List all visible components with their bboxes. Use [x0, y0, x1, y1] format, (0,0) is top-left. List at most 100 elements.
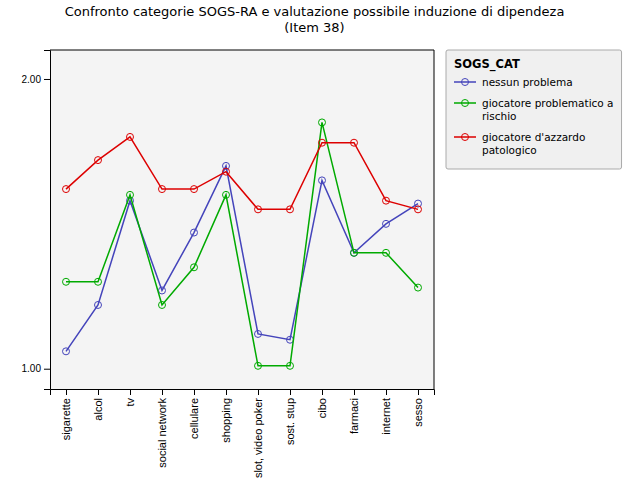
x-axis: sigarette alcol tv social network cellulare s… [51, 389, 435, 478]
x-tick: internet [380, 389, 392, 435]
x-tick-label: social network [156, 398, 168, 468]
point [255, 330, 262, 337]
point [191, 264, 198, 271]
y-tick-label: 2.00 [22, 74, 42, 85]
point [191, 229, 198, 236]
point [287, 362, 294, 369]
plot-background [50, 50, 434, 389]
point [383, 197, 390, 204]
legend-entry-line: giocatore d'azzardo [482, 131, 585, 143]
point [159, 186, 166, 193]
y-tick: 1.00 [22, 363, 50, 374]
legend-entry-line: rischio [482, 110, 516, 122]
point [319, 177, 326, 184]
point [95, 157, 102, 164]
legend-marker [462, 79, 469, 86]
point [287, 206, 294, 213]
legend-frame [446, 50, 622, 169]
x-tick: slot, video poker [252, 389, 264, 478]
legend-marker [462, 134, 469, 141]
series-line [66, 166, 418, 351]
x-tick-mark [98, 389, 99, 395]
x-tick: sesso [412, 389, 424, 427]
plot-frame-right [434, 50, 435, 389]
x-tick-mark [226, 389, 227, 395]
x-tick-mark [130, 389, 131, 395]
point [63, 278, 70, 285]
y-tick-mark [44, 369, 50, 370]
x-tick-mark [386, 389, 387, 395]
point [383, 220, 390, 227]
legend-entry-line: giocatore problematico a [482, 97, 614, 109]
legend: SOGS_CATnessun problema giocatore problem… [446, 50, 622, 169]
point [159, 301, 166, 308]
series-group [63, 119, 422, 369]
x-tick-mark [194, 389, 195, 395]
x-tick-label: sesso [412, 398, 424, 427]
point [383, 249, 390, 256]
legend-marker [462, 100, 469, 107]
x-tick-mark [290, 389, 291, 395]
legend-swatch [454, 102, 476, 104]
legend-entry-line: nessun problema [482, 76, 573, 88]
x-tick-label: sigarette [60, 398, 72, 440]
x-tick-label: internet [380, 398, 392, 435]
point [319, 119, 326, 126]
point [63, 186, 70, 193]
series [63, 133, 422, 212]
point [319, 139, 326, 146]
series-line [66, 137, 418, 209]
point [127, 191, 134, 198]
legend-swatch [454, 136, 476, 138]
x-tick-mark [418, 389, 419, 395]
point [127, 133, 134, 140]
legend-entry: giocatore d'azzardopatologico [482, 131, 585, 156]
point [255, 362, 262, 369]
y-tick-label: 1.00 [22, 363, 42, 374]
x-tick: cibo [316, 389, 328, 418]
x-tick: sigarette [60, 389, 72, 440]
x-tick-label: shopping [220, 398, 232, 443]
x-tick-label: alcol [92, 398, 104, 421]
point [223, 191, 230, 198]
y-tick: 2.00 [22, 74, 50, 85]
point [351, 139, 358, 146]
x-tick-mark [354, 389, 355, 395]
x-tick: alcol [92, 389, 104, 421]
x-tick-mark [322, 389, 323, 395]
point [223, 168, 230, 175]
x-tick-label: cellulare [188, 398, 200, 439]
point [255, 206, 262, 213]
y-axis: 1.00 2.00 [22, 51, 51, 390]
x-tick: cellulare [188, 389, 200, 439]
x-tick-label: slot, video poker [252, 398, 264, 478]
x-tick-mark [258, 389, 259, 395]
x-tick-label: cibo [316, 398, 328, 418]
point [351, 249, 358, 256]
point [159, 287, 166, 294]
series [63, 119, 422, 369]
x-tick-mark [162, 389, 163, 395]
title: Confronto categorie SOGS-RA e valutazion… [65, 4, 565, 35]
point [415, 284, 422, 291]
x-tick-label: tv [124, 398, 136, 407]
title-line: (Item 38) [284, 20, 344, 35]
y-axis-line [44, 51, 51, 390]
x-tick: social network [156, 389, 168, 468]
point [95, 301, 102, 308]
x-tick: farmaci [348, 389, 360, 434]
legend-entry: giocatore problematico arischio [482, 97, 614, 122]
legend-entry: nessun problema [482, 76, 573, 88]
point [191, 186, 198, 193]
y-tick-mark [44, 79, 50, 80]
series-line [66, 122, 418, 365]
legend-title: SOGS_CAT [454, 57, 520, 72]
legend-entry-line: patologico [482, 144, 537, 156]
x-tick: sost. stup [284, 389, 296, 445]
plot-frame-top [50, 50, 434, 51]
plot-area: 1.00 2.00 sigarette alcol tv social network ce… [22, 50, 435, 478]
chart: Confronto categorie SOGS-RA e valutazion… [0, 0, 629, 504]
point [415, 206, 422, 213]
x-tick-label: farmaci [348, 398, 360, 434]
title-line: Confronto categorie SOGS-RA e valutazion… [65, 4, 565, 19]
